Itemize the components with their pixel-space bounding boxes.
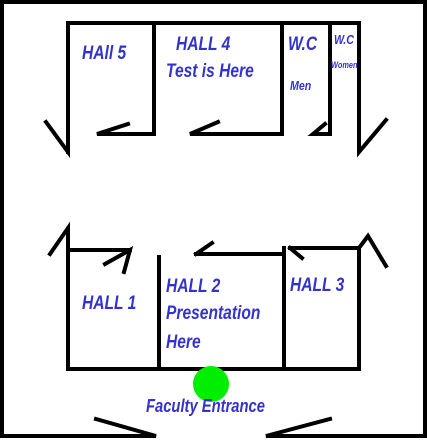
door-arrow-right-lower: [356, 232, 389, 269]
top-rooms-wall: [66, 21, 361, 154]
entrance-arrow-left: [93, 416, 157, 438]
bottom-rooms-wall: [66, 230, 361, 371]
hall2-label: HALL 2: [166, 276, 221, 297]
hall3-label: HALL 3: [290, 275, 345, 296]
door-arrow-hall5: [96, 121, 156, 136]
hall2-note-line2: Here: [166, 332, 201, 353]
wc-men-note: Men: [290, 78, 312, 93]
entrance-arrow-right: [265, 416, 333, 438]
door-arrow-hall2: [193, 240, 215, 257]
wc-women-label: W.C: [334, 32, 354, 47]
door-arrow-hall4: [189, 119, 284, 136]
door-arrow-wc-men: [307, 121, 332, 136]
wc-men-label: W.C: [288, 34, 318, 55]
door-arrow-hall1: [102, 245, 134, 275]
hall5-label: HAll 5: [82, 43, 127, 64]
hall2-note-line1: Presentation: [166, 303, 261, 324]
door-arrow-hall3: [287, 245, 305, 261]
door-arrow-left-lower: [47, 221, 70, 257]
entrance-label: Faculty Entrance: [146, 396, 265, 416]
green-dot-icon: [193, 366, 229, 402]
door-arrow-right-corridor: [357, 117, 389, 158]
hall1-label: HALL 1: [82, 293, 137, 314]
hall4-label: HALL 4: [176, 34, 231, 55]
hall4-note: Test is Here: [166, 61, 254, 82]
door-arrow-left-corridor: [43, 119, 70, 159]
wc-women-note: Women: [331, 60, 358, 70]
